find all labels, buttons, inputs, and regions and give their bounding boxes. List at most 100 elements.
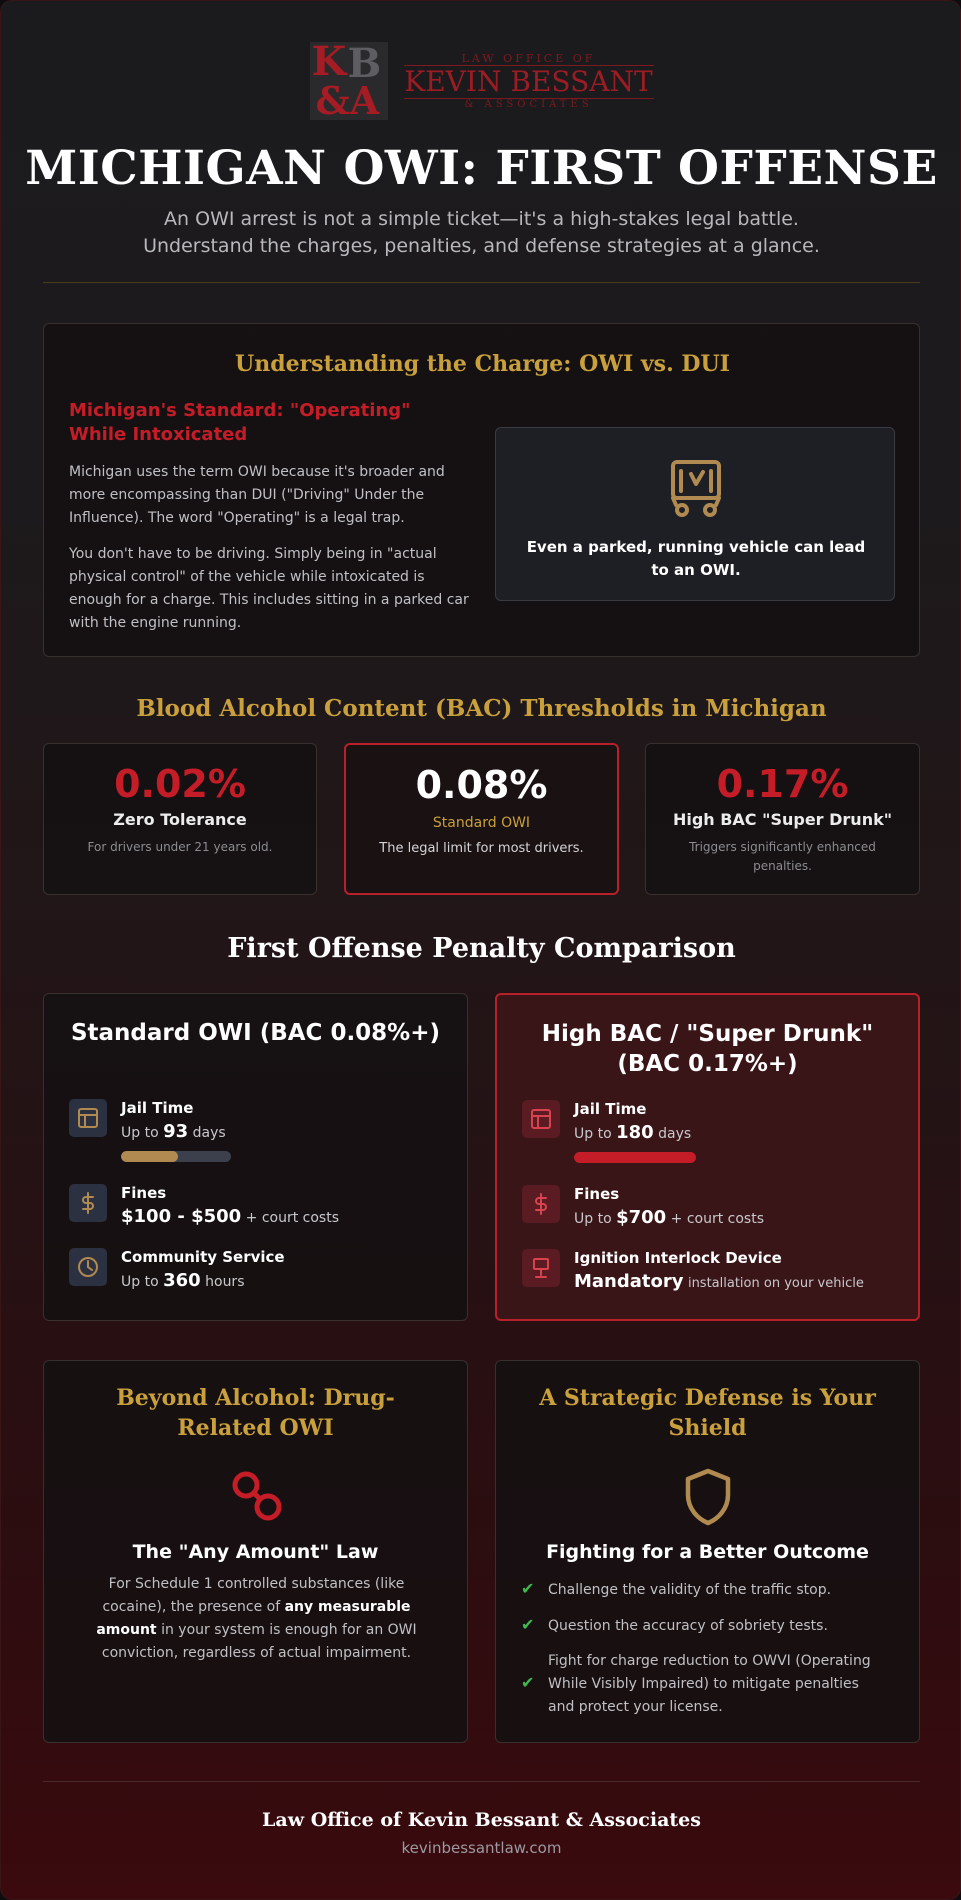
parked-car-caption: Even a parked, running vehicle can lead … [526,538,866,579]
service-suffix: hours [205,1274,245,1290]
defense-item-text: Challenge the validity of the traffic st… [548,1582,832,1598]
fines-amount: $700 [616,1207,667,1228]
jail-value: Up to 93 days [121,1121,226,1142]
penalty-section-title: First Offense Penalty Comparison [227,933,736,964]
jail-label: Jail Time [574,1100,647,1118]
standard-owi-heading: Standard OWI (BAC 0.08%+) [70,1020,441,1046]
check-icon: ✔ [521,1615,535,1634]
defense-item-text: Fight for charge reduction to OWVI (Oper… [548,1653,871,1715]
bac-card-high: 0.17% High BAC "Super Drunk" Triggers si… [645,743,920,895]
interlock-value: Mandatory installation on your vehicle [574,1271,864,1292]
page-subtitle: An OWI arrest is not a simple ticket—it'… [101,206,862,260]
jail-suffix: days [658,1126,692,1142]
subtitle-line-1: An OWI arrest is not a simple ticket—it'… [164,208,799,230]
bac-value: 0.17% [716,762,849,806]
bac-label: High BAC "Super Drunk" [672,810,893,829]
page-title: MICHIGAN OWI: FIRST OFFENSE [25,141,938,196]
jail-progress-fill [574,1152,696,1163]
jail-label: Jail Time [121,1099,194,1117]
jail-icon [522,1100,560,1138]
header-divider [43,282,920,283]
fines-suffix: + court costs [670,1211,765,1227]
defense-card: A Strategic Defense is Your Shield Fight… [495,1360,920,1743]
check-icon: ✔ [521,1673,535,1692]
drug-owi-card: Beyond Alcohol: Drug-Related OWI The "An… [43,1360,468,1743]
jail-prefix: Up to [574,1126,612,1142]
jail-progress-bar [574,1152,696,1163]
parked-car-callout: Even a parked, running vehicle can lead … [495,427,895,601]
drug-owi-subheading: The "Any Amount" Law [132,1541,379,1563]
charge-paragraph-1: Michigan uses the term OWI because it's … [69,464,445,526]
interlock-device-icon [522,1249,560,1287]
drug-text-after: in your system is enough for an OWI conv… [101,1622,417,1661]
fines-value: Up to $700 + court costs [574,1207,764,1228]
fines-amount: $100 - $500 [121,1206,242,1227]
service-prefix: Up to [121,1274,159,1290]
drug-text-bold: any measurable amount [96,1599,411,1638]
charge-paragraph-2: You don't have to be driving. Simply bei… [69,546,469,631]
bac-card-zero-tolerance: 0.02% Zero Tolerance For drivers under 2… [43,743,317,895]
defense-subheading: Fighting for a Better Outcome [546,1541,869,1563]
parked-car-icon [671,460,721,517]
subtitle-line-2: Understand the charges, penalties, and d… [143,235,820,257]
firm-logo: K B &A LAW OFFICE OF KEVIN BESSANT & ASS… [1,38,960,123]
bac-description: Triggers significantly enhanced penaltie… [689,840,876,873]
high-bac-heading: High BAC / "Super Drunk" (BAC 0.17%+) [541,1021,874,1077]
charge-title: Understanding the Charge: OWI vs. DUI [235,351,730,377]
bac-card-standard: 0.08% Standard OWI The legal limit for m… [344,743,619,895]
fines-label: Fines [121,1184,167,1202]
service-hours: 360 [163,1270,201,1291]
interlock-suffix: installation on your vehicle [687,1276,864,1291]
drug-owi-title: Beyond Alcohol: Drug-Related OWI [116,1385,395,1441]
fines-label: Fines [574,1185,620,1203]
logo-line-3: & ASSOCIATES [464,99,593,110]
interlock-label: Ignition Interlock Device [574,1249,782,1267]
bac-section-title: Blood Alcohol Content (BAC) Thresholds i… [136,695,827,722]
clock-icon [69,1248,107,1286]
footer-website-link[interactable]: kevinbessantlaw.com [401,1839,562,1857]
drug-owi-text: For Schedule 1 controlled substances (li… [84,1573,429,1665]
bac-value: 0.08% [415,763,548,807]
bac-label: Zero Tolerance [113,810,247,829]
drug-text-before: For Schedule 1 controlled substances (li… [102,1576,405,1615]
bac-description: For drivers under 21 years old. [87,840,273,854]
footer-firm-name: Law Office of Kevin Bessant & Associates [262,1809,701,1831]
fines-prefix: Up to [574,1211,612,1227]
service-label: Community Service [121,1248,285,1266]
charge-card: Understanding the Charge: OWI vs. DUI Mi… [43,323,920,657]
service-value: Up to 360 hours [121,1270,245,1291]
shield-icon [685,1468,730,1526]
logo-monogram-k: K [311,38,347,85]
jail-days: 180 [616,1122,654,1143]
check-icon: ✔ [521,1579,535,1598]
jail-icon [69,1099,107,1137]
jail-progress-bar [121,1151,231,1162]
logo-wordmark: LAW OFFICE OF KEVIN BESSANT & ASSOCIATES [403,52,654,110]
fines-value: $100 - $500 + court costs [121,1206,339,1227]
high-bac-card: High BAC / "Super Drunk" (BAC 0.17%+) Ja… [495,993,920,1321]
defense-title: A Strategic Defense is Your Shield [539,1385,876,1441]
defense-item-text: Question the accuracy of sobriety tests. [548,1618,828,1634]
logo-line-1: LAW OFFICE OF [461,52,596,65]
dollar-icon [522,1185,560,1223]
bac-value: 0.02% [114,762,246,806]
logo-line-2: KEVIN BESSANT [403,65,654,99]
logo-monogram-b: B [347,40,382,87]
standard-owi-card: Standard OWI (BAC 0.08%+) Jail Time Up t… [43,993,468,1321]
fines-suffix: + court costs [245,1210,340,1226]
footer-divider [43,1781,920,1782]
jail-suffix: days [192,1125,226,1141]
jail-days: 93 [163,1121,189,1142]
pills-icon [232,1471,281,1521]
logo-monogram-amp: &A [315,78,380,123]
dollar-icon [69,1184,107,1222]
bac-description: The legal limit for most drivers. [379,841,584,856]
jail-progress-fill [121,1151,179,1162]
bac-label: Standard OWI [432,815,531,831]
jail-prefix: Up to [121,1125,159,1141]
charge-subtitle: Michigan's Standard: "Operating" While I… [69,400,411,445]
interlock-mandatory: Mandatory [574,1271,684,1292]
logo-monogram: K B &A [309,38,388,123]
jail-value: Up to 180 days [574,1122,691,1143]
